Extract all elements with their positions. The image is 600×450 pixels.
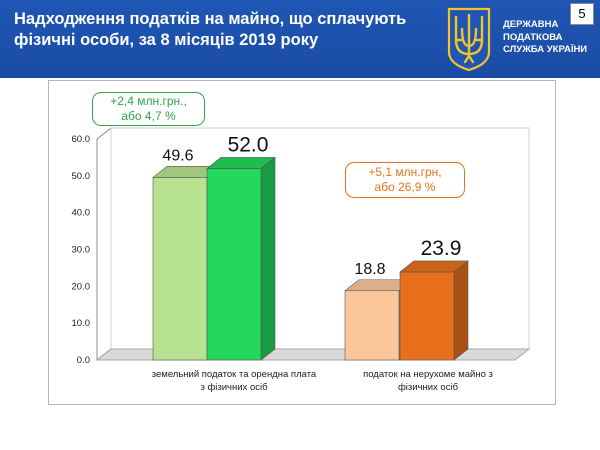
data-label: 52.0 <box>228 133 269 156</box>
bar-top <box>399 260 469 273</box>
data-label: 18.8 <box>354 261 385 278</box>
bar <box>152 177 208 361</box>
agency-line: СЛУЖБА УКРАЇНИ <box>503 44 588 55</box>
y-tick-label: 20.0 <box>72 281 91 292</box>
bar <box>206 168 262 361</box>
bar-side <box>260 156 276 361</box>
callout-line: +2,4 млн.грн., <box>110 94 187 108</box>
y-tick-label: 0.0 <box>77 355 90 366</box>
page-number: 5 <box>570 3 594 25</box>
callout-line: або 26,9 % <box>374 180 436 194</box>
category-label: з фізичних осіб <box>200 382 268 393</box>
chart-side-wall <box>96 126 112 362</box>
slide-header: Надходження податків на майно, що сплачу… <box>0 0 600 78</box>
bar-chart: 0.0 10.0 20.0 30.0 40.0 50.0 60.0 49.6 52.0 18.8 2… <box>72 126 531 393</box>
y-tick-label: 60.0 <box>72 134 91 145</box>
bar <box>344 290 400 361</box>
y-tick-label: 40.0 <box>72 208 91 219</box>
bar <box>399 271 455 361</box>
orange-change-callout: +5,1 млн.грн, або 26,9 % <box>345 162 465 198</box>
chart-area: 0.0 10.0 20.0 30.0 40.0 50.0 60.0 49.6 52.0 18.8 2… <box>48 80 556 405</box>
callout-line: або 4,7 % <box>121 109 176 123</box>
y-tick-label: 10.0 <box>72 318 91 329</box>
bar-top <box>206 157 276 169</box>
callout-line: +5,1 млн.грн, <box>368 165 442 179</box>
category-label: податок на нерухоме майно з <box>363 369 493 380</box>
slide-title: Надходження податків на майно, що сплачу… <box>14 10 407 49</box>
data-label: 49.6 <box>162 147 193 164</box>
data-label: 23.9 <box>421 237 462 260</box>
agency-line: ДЕРЖАВНА <box>503 19 559 30</box>
y-tick-label: 30.0 <box>72 245 91 256</box>
agency-line: ПОДАТКОВА <box>503 31 563 43</box>
category-label: земельний податок та орендна плата <box>152 369 317 380</box>
category-label: фізичних осіб <box>398 382 459 393</box>
agency-name: ДЕРЖАВНА ПОДАТКОВА СЛУЖБА УКРАЇНИ <box>503 19 595 57</box>
green-change-callout: +2,4 млн.грн., або 4,7 % <box>92 92 205 126</box>
trident-emblem-icon <box>447 7 491 72</box>
y-tick-label: 50.0 <box>72 171 91 182</box>
bar-side <box>453 260 469 361</box>
